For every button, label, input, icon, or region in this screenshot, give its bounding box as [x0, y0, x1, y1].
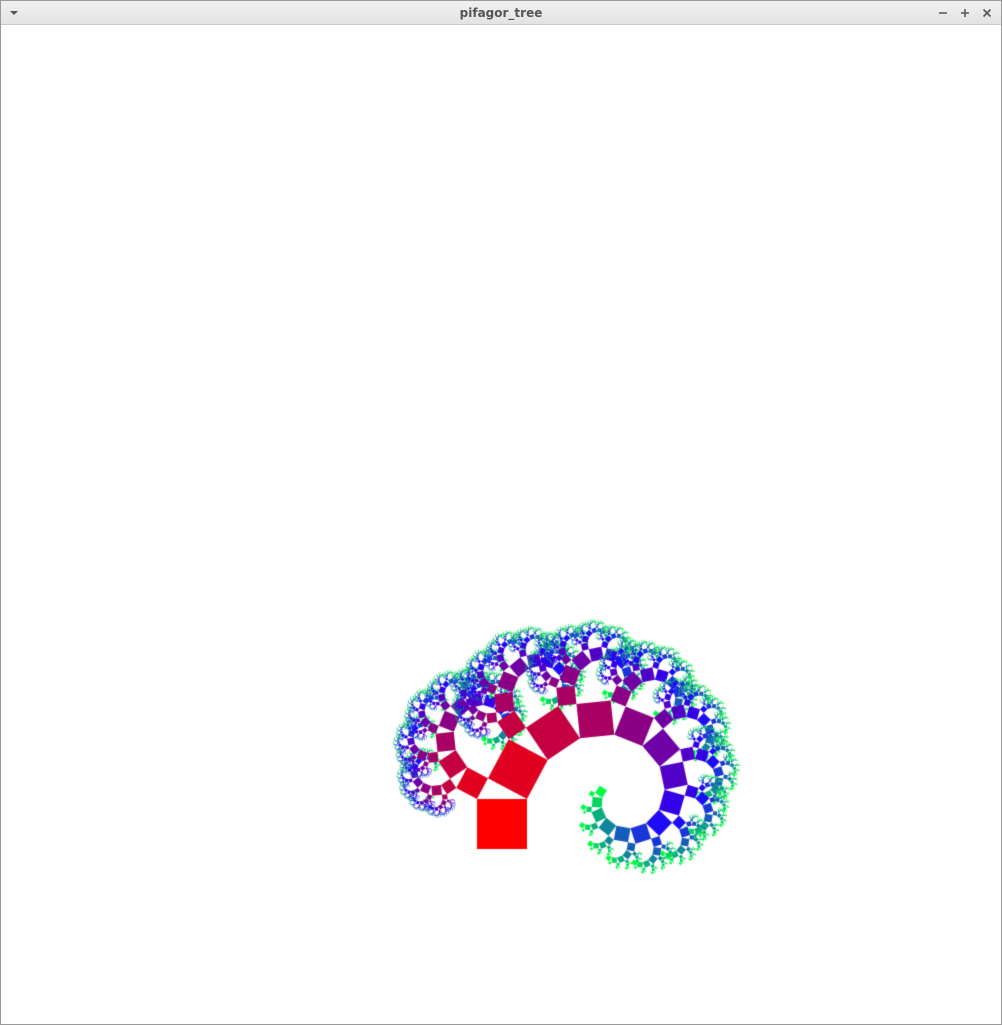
- window-menu-button[interactable]: [7, 6, 21, 20]
- maximize-icon: [961, 9, 969, 17]
- close-icon: [982, 8, 992, 18]
- minimize-icon: [939, 12, 947, 14]
- maximize-button[interactable]: [957, 5, 973, 21]
- minimize-button[interactable]: [935, 5, 951, 21]
- pythagoras-tree-canvas: [1, 25, 1001, 1024]
- title-bar[interactable]: pifagor_tree: [1, 1, 1001, 25]
- drawing-area: [1, 25, 1001, 1024]
- chevron-down-icon: [10, 11, 18, 15]
- close-button[interactable]: [979, 5, 995, 21]
- window-title: pifagor_tree: [459, 6, 543, 20]
